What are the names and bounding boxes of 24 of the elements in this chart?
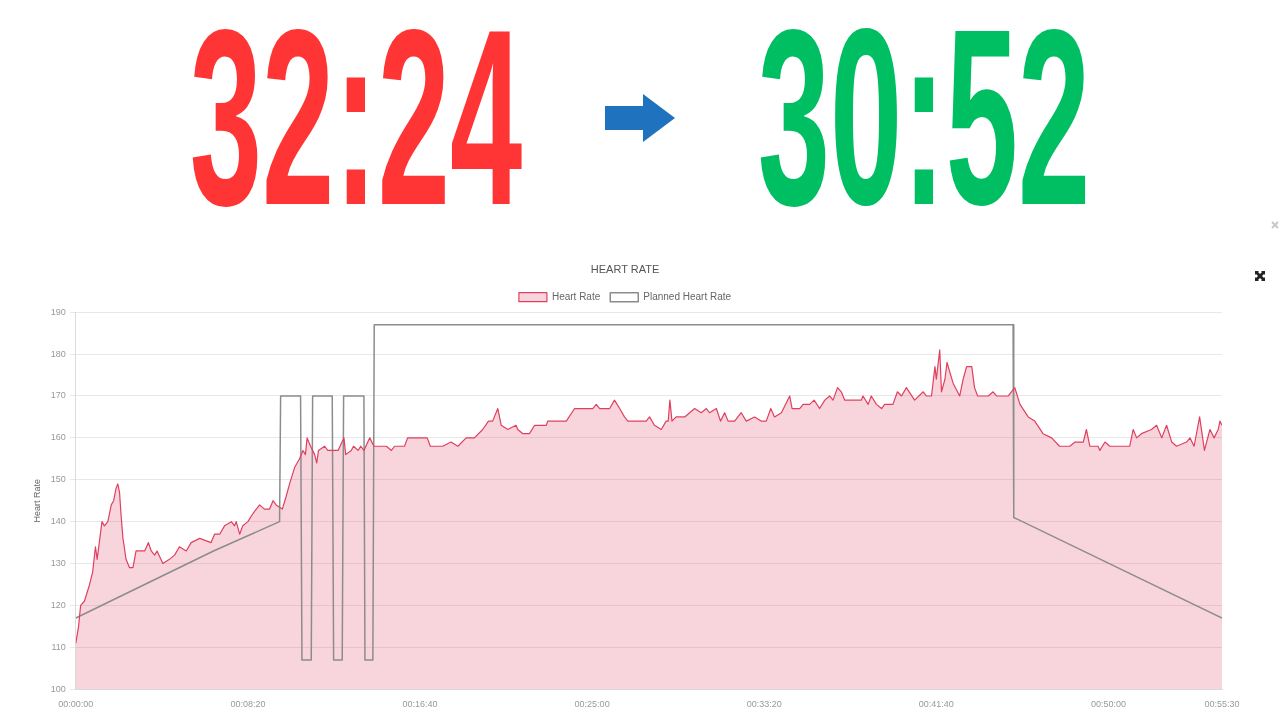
x-tick-label: 00:55:30 xyxy=(1204,699,1240,710)
x-tick-label: 00:00:00 xyxy=(58,699,94,710)
y-tick-label: 140 xyxy=(50,516,66,527)
y-tick-label: 170 xyxy=(50,390,66,401)
text: 30:52 xyxy=(757,0,1091,257)
legend-label: Heart Rate xyxy=(551,290,601,302)
x-tick-label: 00:08:20 xyxy=(230,699,266,710)
text: 32:24 xyxy=(189,0,523,257)
y-tick-label: 150 xyxy=(50,474,66,485)
chart-title: HEART RATE xyxy=(590,262,660,275)
y-axis-title: Heart Rate xyxy=(31,478,42,523)
x-tick-label: 00:25:00 xyxy=(574,699,610,710)
x-tick-label: 00:50:00 xyxy=(1090,699,1126,710)
x-tick-label: 00:33:20 xyxy=(746,699,782,710)
y-tick-label: 110 xyxy=(51,641,66,652)
y-tick-label: 120 xyxy=(50,599,66,610)
legend-label: Planned Heart Rate xyxy=(643,290,732,302)
y-tick-label: 100 xyxy=(50,683,66,694)
x-tick-label: 00:16:40 xyxy=(402,699,438,710)
y-tick-label: 130 xyxy=(50,558,66,569)
y-tick-label: 190 xyxy=(50,306,66,317)
y-tick-label: 180 xyxy=(50,348,66,359)
x-tick-label: 00:41:40 xyxy=(918,699,954,710)
y-tick-label: 160 xyxy=(50,432,66,443)
